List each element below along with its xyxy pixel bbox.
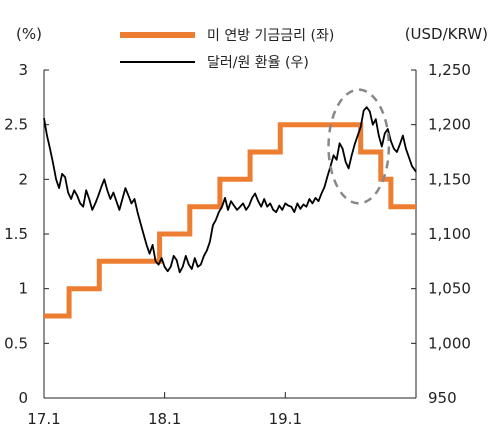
- x-tick-label: 18.1: [148, 410, 181, 428]
- left-tick-label: 0: [18, 389, 28, 407]
- plot-marks: [43, 88, 417, 319]
- left-tick-label: 2.5: [4, 116, 28, 134]
- left-tick-label: 0.5: [4, 334, 28, 352]
- right-tick-label: 1,250: [428, 61, 471, 79]
- right-axis-unit: (USD/KRW): [405, 25, 488, 43]
- left-axis-unit: (%): [16, 25, 42, 43]
- right-tick-label: 1,000: [428, 334, 471, 352]
- left-tick-label: 1.5: [4, 225, 28, 243]
- legend-fed-rate-label: 미 연방 기금금리 (좌): [207, 28, 334, 44]
- right-tick-label: 1,100: [428, 225, 471, 243]
- right-tick-label: 1,150: [428, 170, 471, 188]
- x-tick-label: 17.1: [27, 410, 60, 428]
- left-tick-label: 2: [18, 170, 28, 188]
- axes: 3 2.5 2 1.5 1 0.5 0 1,250 1,200 1,150 1,100 1,050 1,…: [4, 61, 471, 428]
- left-tick-label: 3: [18, 61, 28, 79]
- highlight-ellipse: [327, 88, 391, 205]
- right-tick-label: 950: [428, 389, 457, 407]
- left-tick-label: 1: [18, 280, 28, 298]
- fed-rate-step-line: [44, 122, 416, 319]
- right-tick-label: 1,050: [428, 280, 471, 298]
- right-tick-label: 1,200: [428, 116, 471, 134]
- fx-rate-line: [43, 106, 417, 274]
- legend-fx-label: 달러/원 환율 (우): [207, 55, 309, 71]
- x-tick-label: 19.1: [269, 410, 302, 428]
